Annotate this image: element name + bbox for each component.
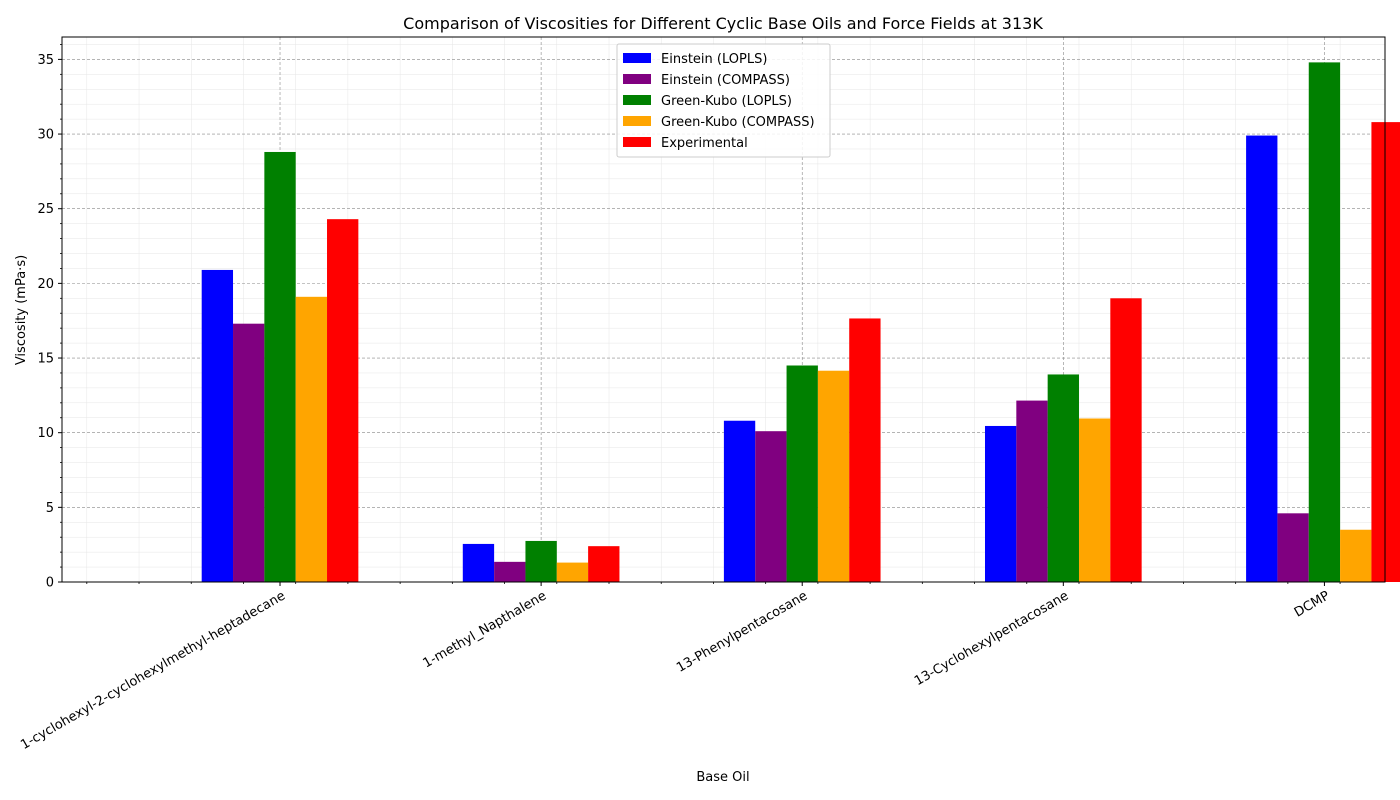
- bar: [1016, 400, 1048, 582]
- bar: [462, 543, 495, 582]
- bar: [1246, 135, 1278, 582]
- bar: [201, 269, 234, 582]
- bar: [984, 425, 1017, 582]
- bar: [1047, 374, 1079, 582]
- bar: [556, 562, 589, 582]
- legend-label: Einstein (LOPLS): [661, 52, 767, 67]
- bar: [525, 540, 557, 582]
- y-tick-label: 5: [46, 501, 54, 516]
- bar: [1078, 418, 1111, 582]
- y-tick-label: 30: [37, 128, 54, 143]
- legend-swatch: [623, 95, 651, 105]
- plot-frame: [61, 36, 1386, 583]
- legend-swatch: [623, 137, 651, 147]
- bar: [755, 431, 787, 582]
- x-tick-label: 1-methyl_Napthalene: [420, 588, 549, 671]
- bar: [264, 151, 296, 582]
- bar: [1371, 122, 1400, 582]
- x-tick-label: 13-Phenylpentacosane: [674, 588, 810, 675]
- bar: [1110, 298, 1142, 582]
- bar: [233, 323, 265, 582]
- legend: Einstein (LOPLS) Einstein (COMPASS) Green-…: [616, 43, 831, 158]
- y-axis-label: Viscosity (mPa·s): [14, 255, 29, 365]
- y-tick-label: 20: [37, 277, 54, 292]
- bar: [494, 561, 526, 582]
- bar: [817, 370, 850, 582]
- y-tick-label: 35: [37, 53, 54, 68]
- legend-label: Green-Kubo (LOPLS): [661, 94, 792, 109]
- x-tick-label: 13-Cyclohexylpentacosane: [912, 588, 1071, 689]
- legend-box: [616, 43, 831, 158]
- legend-swatch: [623, 116, 651, 126]
- bar: [327, 219, 359, 583]
- bar: [1277, 513, 1309, 582]
- y-tick-label: 0: [46, 576, 54, 591]
- bar: [849, 318, 881, 582]
- legend-label: Green-Kubo (COMPASS): [661, 115, 815, 130]
- bar: [786, 365, 818, 582]
- bars: [201, 62, 1400, 583]
- y-tick-label: 10: [37, 426, 54, 441]
- bar: [588, 546, 620, 582]
- y-tick-label: 25: [37, 202, 54, 217]
- legend-swatch: [623, 53, 651, 63]
- y-tick-label: 15: [37, 352, 54, 367]
- x-tick-label: 1-cyclohexyl-2-cyclohexylmethyl-heptadec…: [18, 588, 288, 752]
- bar: [1340, 529, 1372, 582]
- legend-label: Experimental: [661, 136, 748, 151]
- x-tick-label: DCMP: [1292, 588, 1333, 620]
- chart-title: Comparison of Viscosities for Different …: [403, 14, 1043, 33]
- legend-label: Einstein (COMPASS): [661, 73, 790, 88]
- bar: [723, 420, 756, 582]
- legend-swatch: [623, 74, 651, 84]
- x-axis-label: Base Oil: [696, 770, 749, 785]
- bar: [295, 296, 328, 582]
- bar: [1308, 62, 1341, 583]
